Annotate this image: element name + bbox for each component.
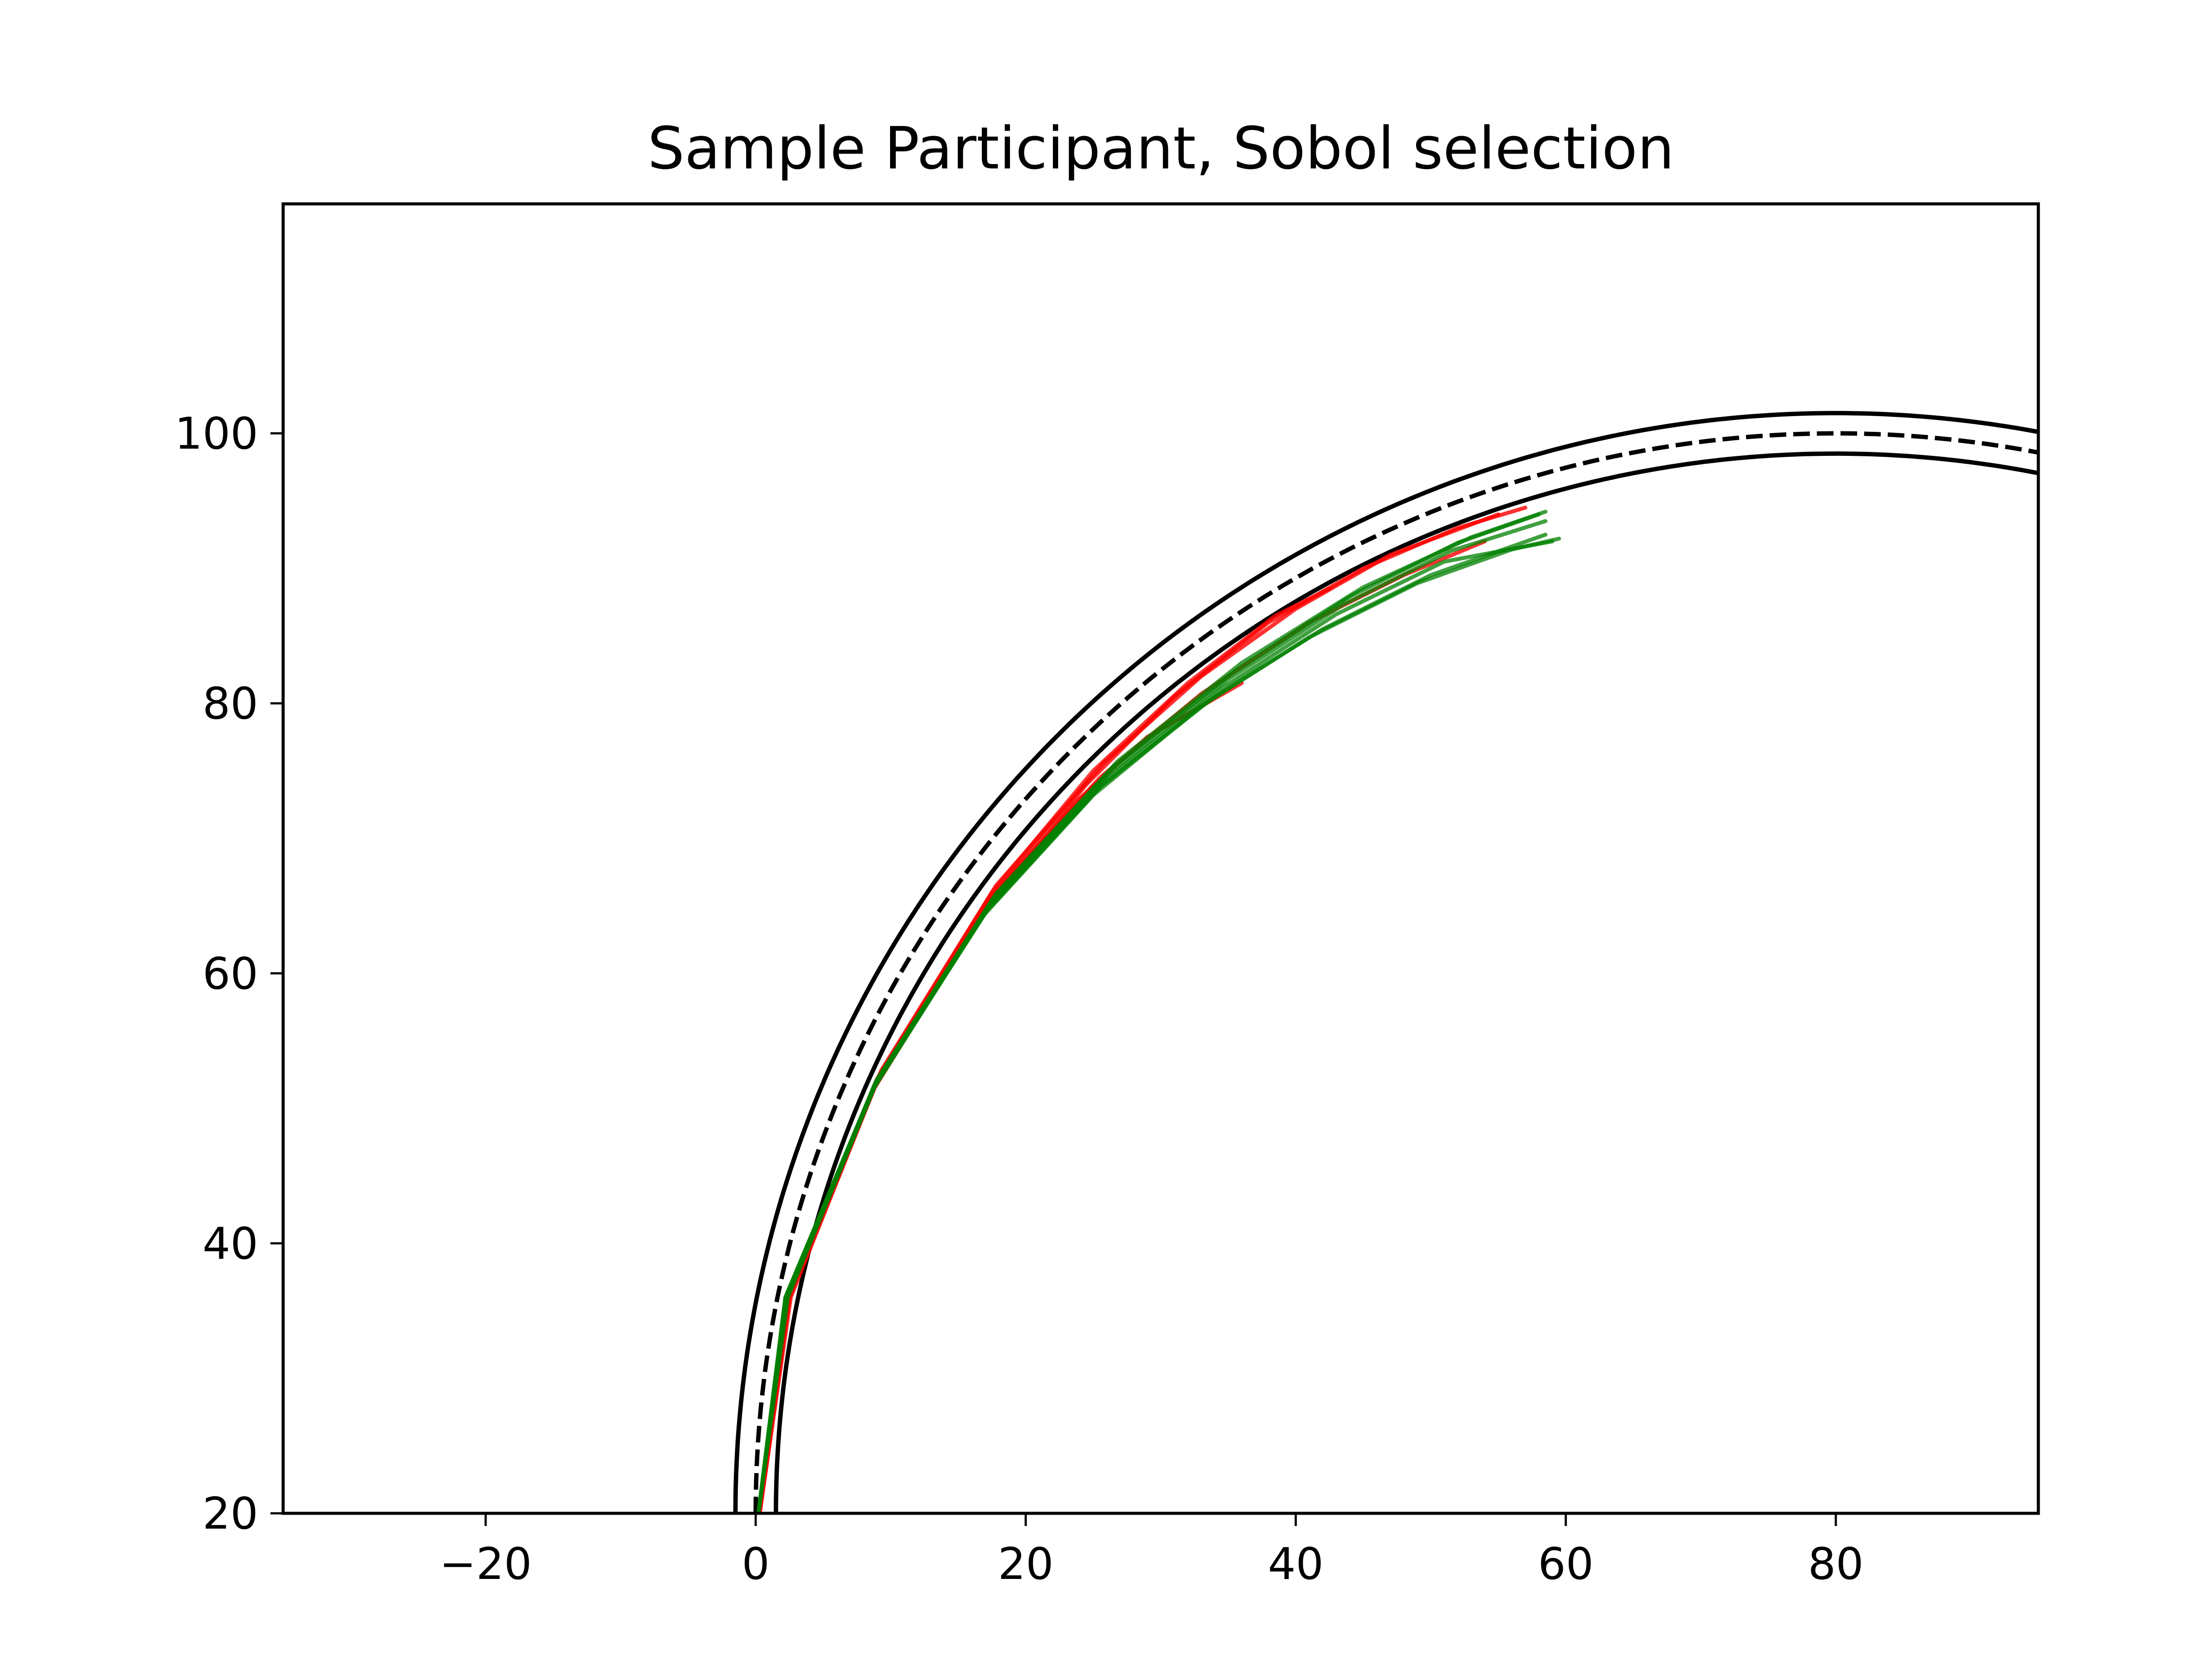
x-axis: −20 0 20 40 60 80 — [439, 1513, 1864, 1589]
road-outer-edge-line-0 — [733, 411, 2038, 1513]
chart-title: Sample Participant, Sobol selection — [648, 115, 1674, 182]
x-tick-label: 80 — [1808, 1538, 1864, 1589]
y-tick-label: 40 — [203, 1218, 258, 1269]
y-tick-label: 80 — [203, 678, 258, 729]
x-tick-label: −20 — [439, 1538, 532, 1589]
road-centerline-line-2 — [753, 431, 2038, 1513]
plot-series — [733, 411, 2038, 1513]
x-tick-label: 60 — [1538, 1538, 1593, 1589]
y-tick-label: 60 — [203, 948, 258, 999]
trajectory-line-13 — [756, 536, 1561, 1513]
x-tick-label: 20 — [998, 1538, 1053, 1589]
y-tick-label: 100 — [175, 408, 258, 459]
plot-frame — [281, 202, 2040, 1515]
y-axis: 20 40 60 80 100 — [175, 408, 283, 1539]
x-tick-label: 0 — [742, 1538, 770, 1589]
road-inner-edge-line-1 — [774, 451, 2038, 1513]
y-tick-label: 20 — [203, 1488, 258, 1539]
x-tick-label: 40 — [1268, 1538, 1323, 1589]
